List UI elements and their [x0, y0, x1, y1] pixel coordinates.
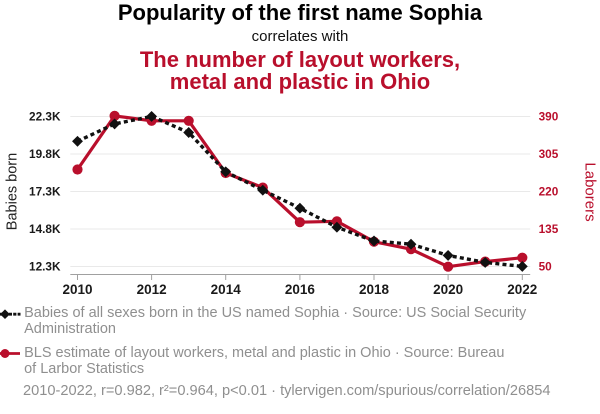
svg-text:135: 135 — [539, 222, 559, 236]
svg-text:Babies born: Babies born — [4, 153, 20, 230]
svg-text:2014: 2014 — [211, 282, 242, 297]
svg-text:2012: 2012 — [137, 282, 167, 297]
svg-text:2022: 2022 — [507, 282, 537, 297]
svg-text:19.8K: 19.8K — [29, 147, 61, 161]
svg-text:2018: 2018 — [359, 282, 390, 297]
svg-text:50: 50 — [539, 260, 553, 274]
svg-text:2010: 2010 — [62, 282, 92, 297]
svg-text:22.3K: 22.3K — [29, 110, 61, 124]
svg-text:12.3K: 12.3K — [29, 260, 61, 274]
svg-text:220: 220 — [539, 185, 559, 199]
svg-text:2016: 2016 — [285, 282, 316, 297]
svg-text:2020: 2020 — [433, 282, 463, 297]
svg-text:14.8K: 14.8K — [29, 222, 61, 236]
svg-text:Laborers: Laborers — [582, 162, 599, 221]
svg-text:17.3K: 17.3K — [29, 185, 61, 199]
svg-text:305: 305 — [539, 147, 559, 161]
svg-text:390: 390 — [539, 110, 559, 124]
